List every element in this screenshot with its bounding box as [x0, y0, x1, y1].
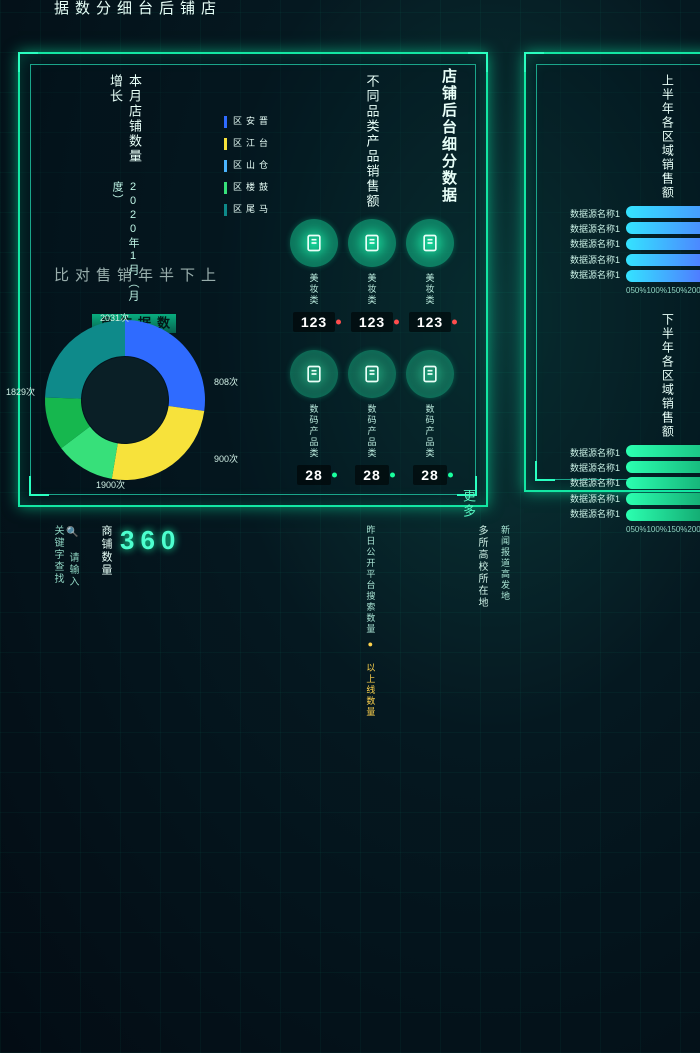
bar-y-labels: 数据源名称1数据源名称1数据源名称1数据源名称1数据源名称1 — [546, 206, 620, 282]
bar-x-axis: 050%100%150%200%250%300%350%400% — [546, 525, 700, 534]
top-strip: 店铺后台细分数据 上下半年销售对比 数据信息 数据资源 — [0, 0, 238, 40]
bar-row: 270% — [626, 493, 700, 505]
section-label-1: 店铺后台细分数据 — [50, 0, 218, 17]
category-value: 28 — [413, 465, 447, 485]
bar-row: 260% — [626, 509, 700, 521]
legend-item: 晋安区 — [224, 116, 270, 128]
category-label: 数码产品类 — [366, 404, 379, 459]
category-label: 美妆类 — [308, 273, 321, 306]
monthly-growth-block: 本月店铺数量增长 2020年1月（月度） 2031次 808次 900次 190… — [40, 74, 210, 485]
panel1-title: 店铺后台细分数据 — [438, 68, 459, 519]
donut-val-3: 1900次 — [96, 478, 125, 491]
category-icon — [348, 350, 396, 398]
subline-2: ● 以上线数量 — [247, 639, 377, 718]
category-value: 28 — [355, 465, 389, 485]
category-value: 123 — [293, 312, 335, 332]
bar-row: 270% — [626, 254, 700, 266]
bar-chart-title: 下半年各区域销售额 — [659, 313, 676, 439]
category-label: 美妆类 — [424, 273, 437, 306]
bar-chart: 上半年各区域销售额 数据源名称1数据源名称1数据源名称1数据源名称1数据源名称1… — [546, 74, 700, 295]
category-value: 123 — [409, 312, 451, 332]
category-label: 数码产品类 — [308, 404, 321, 459]
legend-item: 鼓楼区 — [224, 182, 270, 194]
category-cell[interactable]: 数码产品类 28 — [348, 350, 396, 485]
subline-1: 昨日公开平台搜索数量 — [247, 525, 377, 635]
bottom-right-title: 多所高校所在地 — [474, 525, 489, 609]
monthly-growth-title: 本月店铺数量增长 — [106, 74, 144, 175]
monthly-growth-date: 2020年1月（月度） — [109, 181, 141, 305]
category-icon — [290, 219, 338, 267]
bar-x-axis: 050%100%150%200%250%300%350%400% — [546, 286, 700, 295]
search-hint[interactable]: 🔍 请输入关键字查找 — [50, 525, 80, 589]
shop-count: 商铺数量 360 — [98, 525, 229, 577]
donut-val-4: 1829次 — [6, 385, 35, 398]
donut-val-0: 2031次 — [100, 311, 129, 324]
panel1-more-link[interactable]: 更多 — [459, 489, 478, 519]
donut-chart: 2031次 808次 900次 1900次 1829次 — [40, 315, 210, 485]
panel-shop-detail: 店铺后台细分数据 更多 本月店铺数量增长 2020年1月（月度） 2031次 8… — [18, 52, 488, 507]
category-icon — [348, 219, 396, 267]
category-icon — [290, 350, 338, 398]
category-sales-block: 不同品类产品销售额 美妆类 123 美妆类 123 美妆类 123 数码产品类 … — [284, 74, 460, 485]
bar-row: 320% — [626, 222, 700, 234]
category-cell[interactable]: 美妆类 123 — [290, 219, 338, 332]
category-label: 数码产品类 — [424, 404, 437, 459]
donut-legend: 晋安区台江区仓山区鼓楼区马尾区 — [224, 74, 270, 485]
category-value: 123 — [351, 312, 393, 332]
bar-row: 290% — [626, 477, 700, 489]
shop-count-value: 360 — [120, 525, 181, 556]
bar-row: 290% — [626, 238, 700, 250]
category-label: 美妆类 — [366, 273, 379, 306]
bar-row: 260% — [626, 270, 700, 282]
legend-item: 马尾区 — [224, 204, 270, 216]
donut-val-2: 900次 — [214, 452, 238, 465]
bar-row: 380% — [626, 206, 700, 218]
bottom-right-sub: 新闻报道高发地 — [499, 525, 512, 609]
category-cell[interactable]: 美妆类 123 — [348, 219, 396, 332]
category-sales-title: 不同品类产品销售额 — [363, 74, 382, 209]
bar-row: 320% — [626, 461, 700, 473]
donut-val-1: 808次 — [214, 375, 238, 388]
category-cell[interactable]: 数码产品类 28 — [290, 350, 338, 485]
legend-item: 仓山区 — [224, 160, 270, 172]
category-value: 28 — [297, 465, 331, 485]
bar-chart-title: 上半年各区域销售额 — [659, 74, 676, 200]
bar-row: 380% — [626, 445, 700, 457]
shop-count-label: 商铺数量 — [98, 525, 114, 577]
panel-half-year: 上下半年销售对比 更多 上半年各区域销售额 数据源名称1数据源名称1数据源名称1… — [524, 52, 700, 492]
legend-item: 台江区 — [224, 138, 270, 150]
bar-y-labels: 数据源名称1数据源名称1数据源名称1数据源名称1数据源名称1 — [546, 445, 620, 521]
bar-chart: 下半年各区域销售额 数据源名称1数据源名称1数据源名称1数据源名称1数据源名称1… — [546, 313, 700, 534]
